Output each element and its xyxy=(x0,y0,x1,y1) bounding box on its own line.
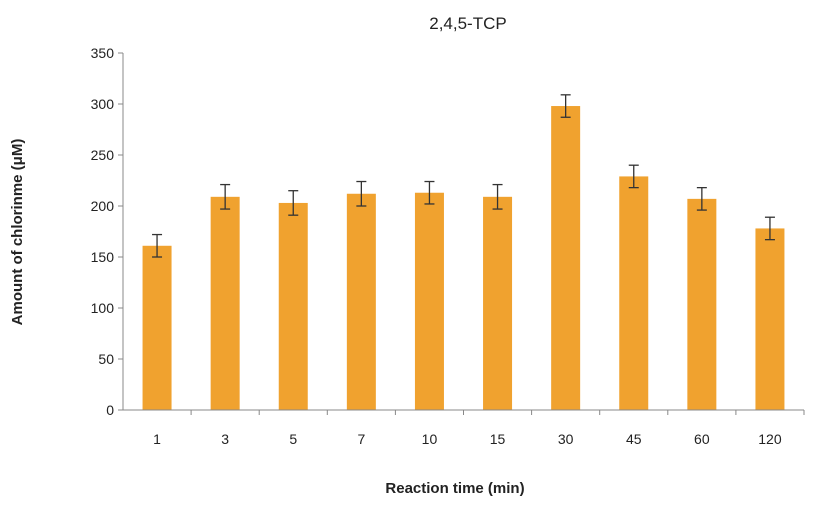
y-tick-label: 200 xyxy=(91,198,115,214)
x-tick-label: 15 xyxy=(490,431,506,447)
error-bar xyxy=(560,94,571,118)
bar xyxy=(346,193,376,410)
bar xyxy=(483,196,513,410)
x-tick-label: 30 xyxy=(558,431,574,447)
error-bar xyxy=(220,183,231,210)
bar xyxy=(619,176,649,410)
x-tick-label: 10 xyxy=(422,431,438,447)
x-tick-label: 3 xyxy=(221,431,229,447)
x-tick-label: 120 xyxy=(758,431,782,447)
x-tick-label: 45 xyxy=(626,431,642,447)
bar xyxy=(687,198,717,410)
x-tick-label: 7 xyxy=(357,431,365,447)
bar xyxy=(414,192,444,410)
error-bar xyxy=(492,183,503,210)
error-bar xyxy=(628,164,639,189)
y-tick-label: 150 xyxy=(91,249,115,265)
error-bar xyxy=(424,180,435,205)
y-tick-label: 100 xyxy=(91,300,115,316)
x-tick-label: 5 xyxy=(289,431,297,447)
x-tick-label: 60 xyxy=(694,431,710,447)
x-axis-title: Reaction time (min) xyxy=(385,480,524,497)
y-axis-ticks: 0 50 100 150 200 250 300 350 xyxy=(91,45,123,418)
error-bar xyxy=(764,216,775,241)
y-tick-label: 350 xyxy=(91,45,115,61)
chart-title: 2,4,5-TCP xyxy=(429,14,506,33)
y-tick-label: 300 xyxy=(91,96,115,112)
bar xyxy=(142,245,172,410)
bar xyxy=(210,196,240,410)
bar xyxy=(278,202,308,410)
bar xyxy=(551,106,581,410)
y-tick-label: 0 xyxy=(106,402,114,418)
error-bar xyxy=(288,190,299,216)
error-bar xyxy=(696,186,707,211)
y-tick-label: 50 xyxy=(98,351,114,367)
error-bar xyxy=(356,180,367,207)
y-tick-label: 250 xyxy=(91,147,115,163)
bar xyxy=(755,228,785,410)
error-bar xyxy=(152,233,163,258)
x-axis-ticks: 1 3 5 7 10 15 30 45 60 120 xyxy=(153,410,805,447)
bars xyxy=(142,94,785,410)
y-axis-title: Amount of chlorinme (μM) xyxy=(9,139,26,326)
x-tick-label: 1 xyxy=(153,431,161,447)
